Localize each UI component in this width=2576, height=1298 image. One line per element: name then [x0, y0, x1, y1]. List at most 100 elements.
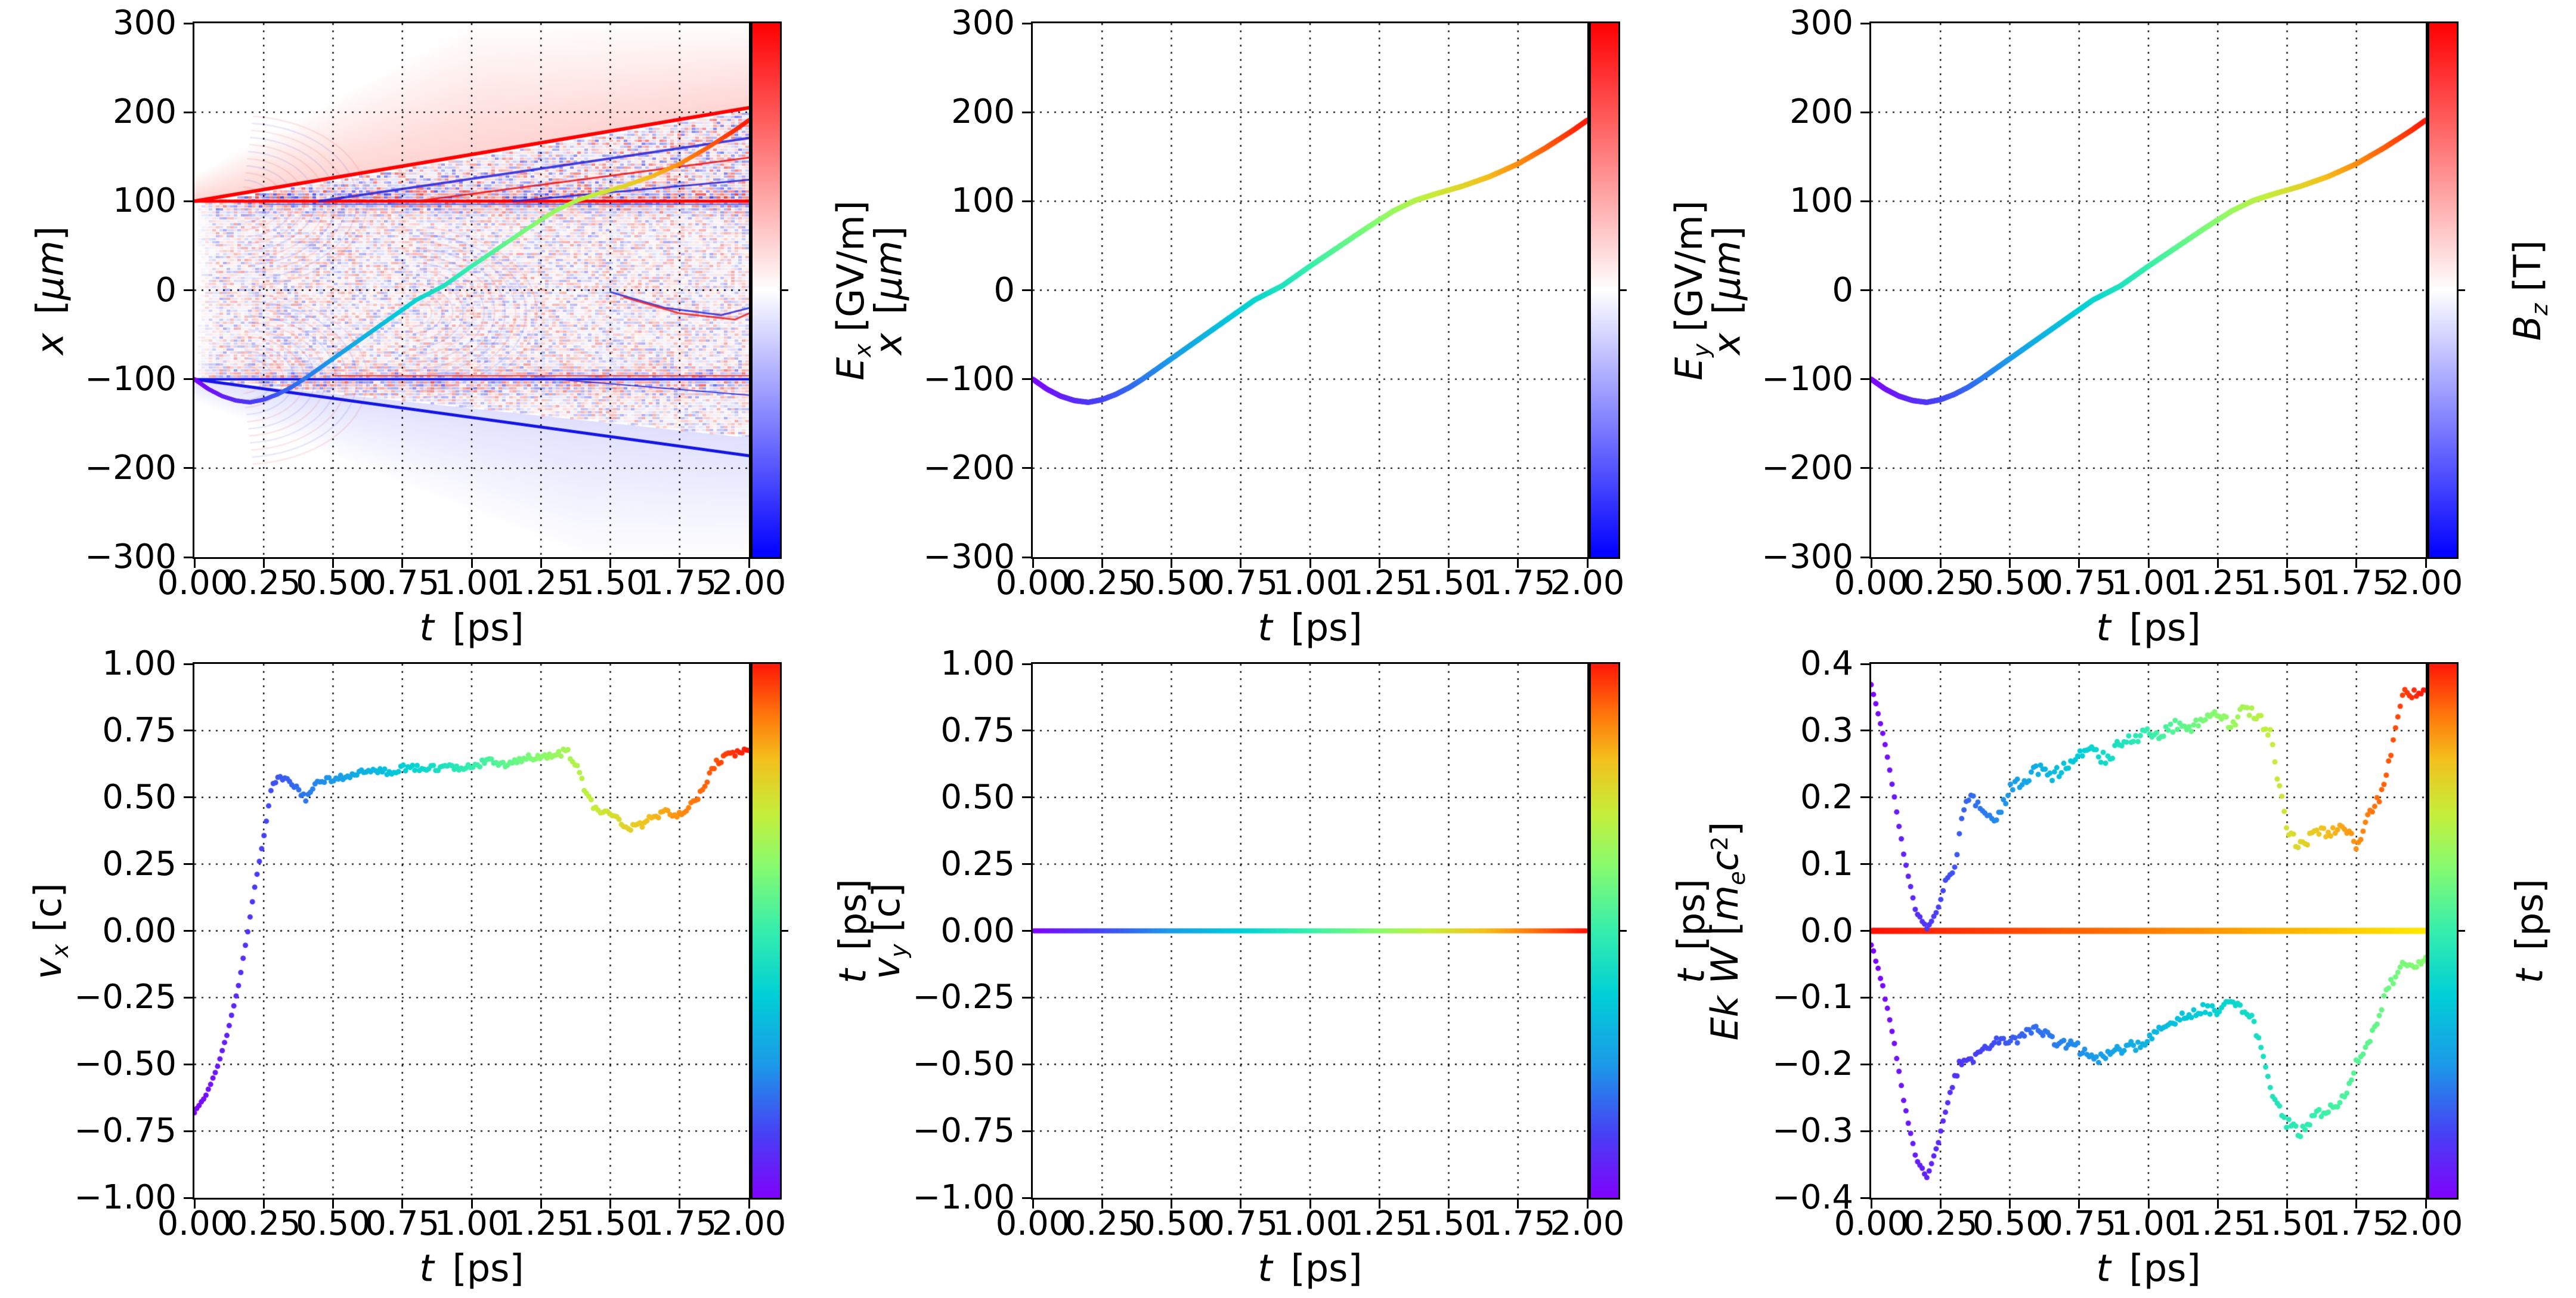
label-segment: v — [865, 957, 909, 979]
y-tick-mark — [184, 1130, 194, 1132]
y-tick-label: 0.0 — [1800, 911, 1853, 950]
y-tick-label: −0.50 — [74, 1044, 177, 1084]
x-tick-label: 0.25 — [226, 564, 301, 602]
y-tick-label: 0.75 — [102, 710, 177, 750]
x-tick-mark — [1448, 1198, 1450, 1209]
label-segment: e — [1723, 870, 1751, 885]
x-tick-label: 2.00 — [1550, 1204, 1625, 1243]
y-tick-mark — [184, 1197, 194, 1199]
x-tick-label: 2.00 — [711, 1204, 787, 1243]
x-tick-label: 1.00 — [434, 564, 509, 602]
label-segment: ] — [1703, 821, 1747, 836]
x-tick-mark — [2286, 1198, 2288, 1209]
x-tick-mark — [470, 1198, 473, 1209]
y-tick-label: −300 — [923, 537, 1015, 576]
y-tick-label: −0.75 — [74, 1111, 177, 1151]
x-tick-label: 0.25 — [1064, 564, 1140, 602]
x-tick-label: 0.75 — [2042, 564, 2117, 602]
x-tick-mark — [2425, 1198, 2427, 1209]
y-tick-mark — [184, 796, 194, 799]
y-tick-mark — [1860, 663, 1871, 665]
x-tick-mark — [1171, 1198, 1172, 1209]
x-tick-mark — [540, 557, 542, 568]
x-tick-mark — [2078, 1198, 2080, 1209]
x-tick-mark — [470, 557, 473, 568]
label-segment: [ps] — [1272, 605, 1363, 650]
y-tick-mark — [184, 863, 194, 866]
y-tick-label: −200 — [1761, 448, 1853, 487]
label-segment: z — [2526, 303, 2553, 316]
x-tick-label: 1.50 — [1411, 564, 1486, 602]
y-tick-mark — [1022, 378, 1033, 381]
label-segment: [ps] — [434, 605, 524, 650]
x-tick-label: 0.75 — [2042, 1204, 2117, 1243]
label-segment: [ps] — [434, 1246, 524, 1290]
y-tick-label: 300 — [113, 4, 177, 42]
y-tick-mark — [1022, 796, 1033, 799]
y-tick-label: −0.4 — [1772, 1178, 1853, 1217]
x-tick-mark — [1517, 1198, 1519, 1209]
x-tick-mark — [2078, 557, 2080, 568]
colorbar-mid-tick — [1618, 289, 1627, 291]
x-tick-mark — [1032, 557, 1034, 568]
x-tick-label: 2.00 — [2388, 564, 2463, 602]
y-tick-label: 100 — [1789, 181, 1853, 221]
x-tick-label: 1.25 — [503, 1204, 578, 1243]
y-tick-label: 200 — [113, 92, 177, 132]
label-segment: t — [419, 1246, 434, 1290]
label-segment: [ps] — [1272, 1246, 1363, 1290]
y-tick-label: 0.00 — [102, 911, 177, 950]
x-tick-label: 0.50 — [1134, 564, 1209, 602]
x-tick-mark — [2147, 1198, 2150, 1209]
label-segment: t — [2096, 1246, 2111, 1290]
x-tick-label: 1.50 — [2250, 564, 2324, 602]
label-segment: t — [2096, 605, 2111, 650]
x-tick-label: 0.00 — [995, 564, 1070, 602]
colorbar-x-vs-t-Ey — [1589, 21, 1620, 559]
x-tick-label: 1.25 — [2180, 564, 2255, 602]
y-tick-mark — [1860, 556, 1871, 558]
x-tick-mark — [1517, 557, 1519, 568]
x-tick-label: 1.50 — [573, 564, 648, 602]
y-tick-label: 0.1 — [1800, 844, 1853, 883]
y-tick-mark — [1022, 111, 1033, 113]
label-segment: [ps] — [2110, 605, 2201, 650]
label-segment: t — [1258, 1246, 1272, 1290]
y-tick-label: −300 — [85, 537, 177, 576]
x-tick-mark — [1309, 1198, 1311, 1209]
x-tick-label: 1.00 — [2111, 564, 2186, 602]
label-segment: x — [866, 332, 911, 355]
y-tick-mark — [1022, 730, 1033, 732]
y-tick-label: 0.25 — [940, 844, 1015, 883]
y-tick-label: 0.50 — [940, 777, 1015, 817]
y-tick-mark — [1022, 1063, 1033, 1065]
label-segment: 2 — [1706, 836, 1733, 851]
x-tick-mark — [679, 1198, 681, 1209]
colorbar-EkW-vs-t — [2428, 662, 2459, 1200]
y-tick-mark — [184, 663, 194, 665]
y-tick-label: 0.00 — [940, 911, 1015, 950]
label-segment: ] — [28, 225, 72, 240]
x-tick-mark — [1586, 1198, 1589, 1209]
x-tick-label: 0.75 — [1203, 564, 1278, 602]
y-tick-mark — [1860, 996, 1871, 999]
label-segment: [ — [1703, 920, 1747, 947]
x-tick-label: 1.50 — [1411, 1204, 1486, 1243]
y-tick-mark — [1860, 200, 1871, 202]
y-tick-mark — [184, 111, 194, 113]
x-tick-label: 0.50 — [1134, 1204, 1209, 1243]
y-tick-label: −100 — [1761, 359, 1853, 398]
y-tick-mark — [1022, 663, 1033, 665]
y-tick-mark — [1022, 1197, 1033, 1199]
colorbar-mid-tick — [1618, 930, 1627, 932]
label-segment: [ps] — [2110, 1246, 2201, 1290]
vy-vs-t-plot-canvas — [1033, 664, 1587, 1198]
x-tick-mark — [1378, 557, 1380, 568]
y-tick-mark — [184, 1063, 194, 1065]
x-tick-mark — [332, 1198, 334, 1209]
y-tick-mark — [1022, 863, 1033, 866]
x-tick-label: 0.00 — [995, 1204, 1070, 1243]
label-segment: [ — [866, 299, 911, 333]
y-tick-label: 0 — [993, 270, 1015, 310]
colorbar-mid-tick — [780, 930, 788, 932]
